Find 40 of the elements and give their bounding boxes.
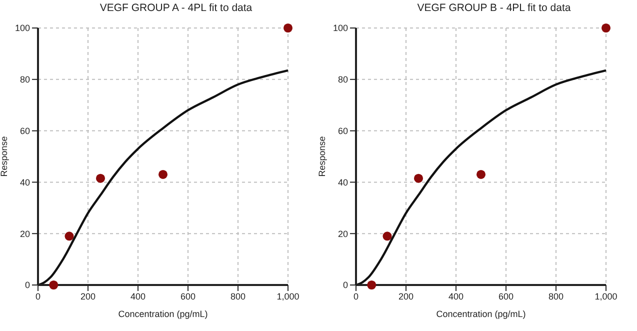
y-tick-label: 100 [332, 23, 348, 34]
x-tick-label: 800 [230, 291, 246, 302]
y-tick-label: 0 [24, 280, 30, 290]
chart-title: VEGF GROUP A - 4PL fit to data [98, 2, 254, 14]
y-tick-label: 100 [14, 23, 30, 34]
x-axis-title: Concentration (pg/mL) [436, 309, 526, 319]
y-tick-label: 80 [338, 74, 348, 85]
point [64, 232, 74, 241]
point [158, 170, 168, 179]
y-tick-label: 80 [20, 74, 30, 85]
y-tick-label: 20 [20, 228, 30, 239]
chart-title: VEGF GROUP B - 4PL fit to data [416, 2, 572, 14]
x-tick-label: 600 [498, 291, 514, 302]
y-tick-label: 20 [338, 228, 348, 239]
point [382, 232, 392, 241]
x-tick-label: 1,000 [594, 291, 618, 302]
x-tick-label: 600 [180, 291, 196, 302]
point [414, 174, 424, 183]
y-tick-label: 0 [342, 280, 348, 290]
y-tick-label: 60 [20, 126, 30, 136]
x-tick-label: 1,000 [276, 291, 300, 302]
x-tick-label: 400 [448, 291, 464, 302]
y-axis-title: Response [0, 136, 10, 177]
point [601, 23, 611, 33]
x-tick-label: 400 [130, 291, 146, 302]
point [96, 174, 106, 183]
point [49, 280, 58, 290]
y-tick-label: 40 [338, 177, 348, 188]
x-tick-label: 200 [80, 291, 96, 302]
x-tick-label: 0 [353, 291, 359, 302]
y-tick-label: 40 [20, 177, 30, 188]
y-tick-label: 60 [338, 126, 348, 136]
x-axis-title: Concentration (pg/mL) [118, 309, 208, 319]
x-tick-label: 800 [548, 291, 564, 302]
y-axis-title: Response [317, 136, 328, 177]
x-tick-label: 0 [35, 291, 41, 302]
point [476, 170, 486, 179]
point [367, 280, 376, 290]
x-tick-label: 200 [398, 291, 414, 302]
point [283, 23, 293, 33]
